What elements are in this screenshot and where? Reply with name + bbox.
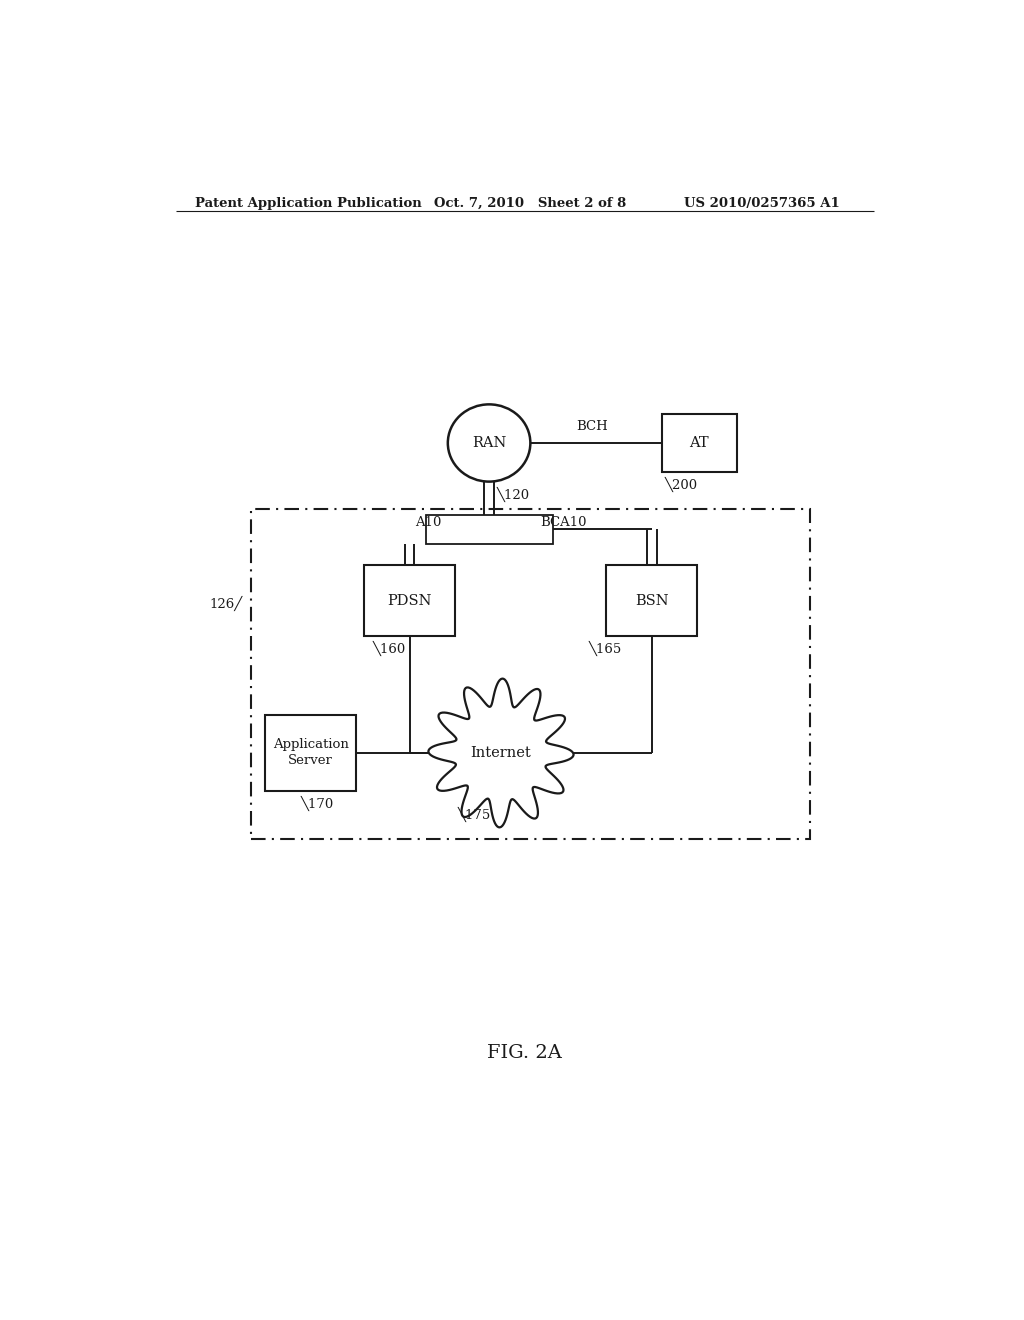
Bar	[265, 715, 356, 791]
Text: BCA10: BCA10	[541, 516, 587, 529]
Bar	[606, 565, 697, 636]
Bar	[251, 510, 810, 840]
Text: ╲165: ╲165	[588, 642, 622, 656]
Text: A10: A10	[415, 516, 441, 529]
Text: ╲200: ╲200	[665, 477, 697, 492]
Bar	[426, 515, 553, 544]
Text: 126╱: 126╱	[210, 597, 243, 611]
Text: FIG. 2A: FIG. 2A	[487, 1044, 562, 1061]
Ellipse shape	[447, 404, 530, 482]
Text: PDSN: PDSN	[387, 594, 432, 607]
Text: Oct. 7, 2010   Sheet 2 of 8: Oct. 7, 2010 Sheet 2 of 8	[433, 197, 626, 210]
Text: BCH: BCH	[577, 420, 608, 433]
Text: ╲170: ╲170	[301, 796, 334, 810]
Text: ╲120: ╲120	[497, 487, 530, 502]
Bar	[662, 413, 737, 473]
Text: RAN: RAN	[472, 436, 506, 450]
Text: Application
Server: Application Server	[272, 738, 348, 767]
Text: AT: AT	[689, 436, 710, 450]
Text: Patent Application Publication: Patent Application Publication	[196, 197, 422, 210]
Text: ╲160: ╲160	[373, 642, 406, 656]
Polygon shape	[428, 678, 573, 828]
Text: BSN: BSN	[635, 594, 669, 607]
Text: ╲175: ╲175	[458, 807, 490, 822]
Bar	[365, 565, 456, 636]
Text: Internet: Internet	[471, 746, 531, 760]
Text: US 2010/0257365 A1: US 2010/0257365 A1	[684, 197, 840, 210]
